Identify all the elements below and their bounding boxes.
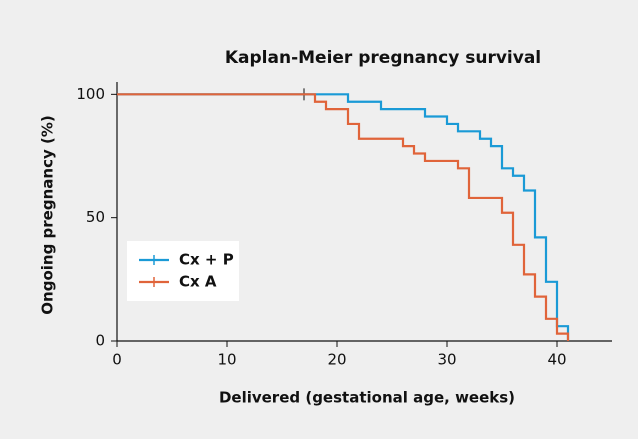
survival-line <box>117 93 570 341</box>
legend-box <box>127 241 239 301</box>
y-axis-label: Ongoing pregnancy (%) <box>39 115 57 314</box>
y-tick-label: 50 <box>86 208 105 226</box>
y-tick-label: 0 <box>95 332 105 350</box>
legend-label: Cx A <box>179 273 217 291</box>
x-tick-label: 10 <box>217 351 236 369</box>
y-tick-label: 100 <box>76 85 105 103</box>
x-tick-label: 0 <box>112 351 122 369</box>
survival-line <box>117 93 570 341</box>
x-tick-label: 40 <box>547 351 566 369</box>
chart-title: Kaplan-Meier pregnancy survival <box>225 48 541 68</box>
x-tick-label: 20 <box>327 351 346 369</box>
x-axis-label: Delivered (gestational age, weeks) <box>219 389 515 407</box>
legend-label: Cx + P <box>179 251 234 269</box>
x-tick-label: 30 <box>437 351 456 369</box>
